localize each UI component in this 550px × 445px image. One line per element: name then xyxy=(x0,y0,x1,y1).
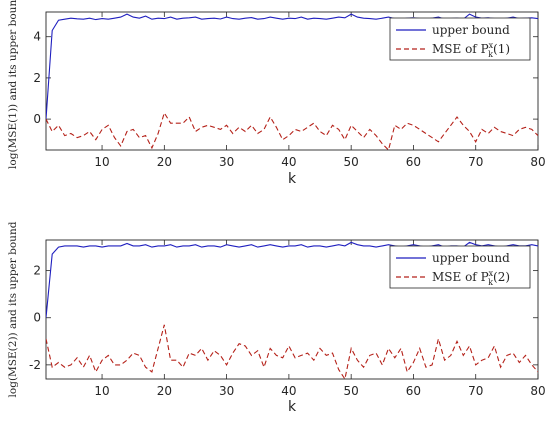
legend-label-sup: x xyxy=(489,269,494,278)
x-tick-label: 40 xyxy=(281,155,296,169)
legend-label-text: MSE of P xyxy=(432,42,489,56)
x-tick-label: 70 xyxy=(468,384,483,398)
x-tick-label: 20 xyxy=(157,384,172,398)
x-tick-label: 10 xyxy=(94,155,109,169)
y-axis-label: log(MSE(2)) and its upper bound xyxy=(7,221,19,397)
legend-label: MSE of Px k(1) xyxy=(432,41,510,59)
x-axis-label: k xyxy=(288,399,297,415)
legend: upper bound MSE of Px k(2) xyxy=(389,245,531,289)
legend-label-sup: x xyxy=(489,41,494,50)
legend-box xyxy=(389,245,531,289)
legend-label: upper bound xyxy=(432,23,510,37)
x-tick-label: 60 xyxy=(406,384,421,398)
x-tick-label: 10 xyxy=(94,384,109,398)
x-tick-label: 30 xyxy=(219,155,234,169)
y-tick-label: 2 xyxy=(33,71,41,85)
x-tick-label: 50 xyxy=(344,155,359,169)
y-tick-label: 4 xyxy=(33,30,41,44)
x-axis-label: k xyxy=(288,171,297,187)
legend-label-tail: (2) xyxy=(493,270,510,284)
x-tick-label: 20 xyxy=(157,155,172,169)
legend-label-sub: k xyxy=(488,50,493,59)
legend-label-sub: k xyxy=(488,278,493,287)
x-tick-label: 60 xyxy=(406,155,421,169)
x-tick-label: 80 xyxy=(530,155,545,169)
legend-label: MSE of Px k(2) xyxy=(432,269,510,287)
x-tick-label: 30 xyxy=(219,384,234,398)
y-tick-label: 0 xyxy=(33,311,41,325)
y-tick-label: -2 xyxy=(29,358,41,372)
legend-label-text: upper bound xyxy=(432,251,510,265)
legend-label: upper bound xyxy=(432,251,510,265)
mse-series-line xyxy=(46,324,538,379)
x-tick-label: 40 xyxy=(281,384,296,398)
y-axis-label: log(MSE(1)) and its upper bound xyxy=(7,0,19,169)
chart-panel-2: 10 20 30 40 50 60 70 80 -2 0 2 k log(MSE(2)) and its… xyxy=(7,221,546,415)
x-tick-label: 50 xyxy=(344,384,359,398)
legend: upper bound MSE of Px k(1) xyxy=(389,17,531,61)
legend-box xyxy=(389,17,531,61)
chart-panel-1: 10 20 30 40 50 60 70 80 0 2 4 k log(MSE(1)) and its … xyxy=(7,0,546,187)
x-tick-label: 70 xyxy=(468,155,483,169)
y-tick-label: 2 xyxy=(33,264,41,278)
x-tick-label: 80 xyxy=(530,384,545,398)
mse-series-line xyxy=(46,111,538,150)
legend-label-text: MSE of P xyxy=(432,270,489,284)
legend-label-tail: (1) xyxy=(493,42,510,56)
legend-label-text: upper bound xyxy=(432,23,510,37)
y-tick-label: 0 xyxy=(33,112,41,126)
